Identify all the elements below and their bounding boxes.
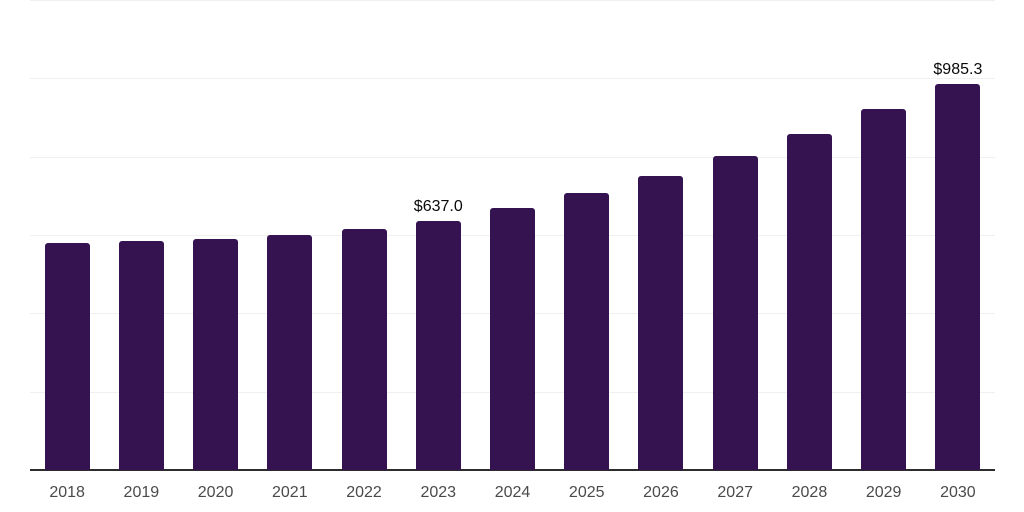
x-axis-line bbox=[30, 469, 995, 471]
x-tick-label-2022: 2022 bbox=[346, 484, 382, 501]
x-tick-label-2029: 2029 bbox=[865, 484, 902, 501]
bar-2019 bbox=[118, 241, 164, 470]
bar-2030 bbox=[935, 84, 981, 470]
bar-2027 bbox=[712, 156, 758, 470]
gridline bbox=[30, 0, 995, 1]
x-tick-label-2020: 2020 bbox=[197, 484, 234, 501]
x-tick-label-2021: 2021 bbox=[272, 484, 308, 501]
bar-2023 bbox=[415, 220, 461, 470]
bar-2021 bbox=[267, 235, 313, 470]
gridline bbox=[30, 156, 995, 158]
x-tick-label-2023: 2023 bbox=[420, 484, 457, 501]
x-tick-label-2028: 2028 bbox=[791, 484, 828, 501]
value-label-2030: $985.3 bbox=[933, 61, 983, 79]
gridline bbox=[30, 78, 995, 80]
x-tick-label-2018: 2018 bbox=[49, 484, 85, 501]
x-tick-label-2026: 2026 bbox=[643, 484, 679, 501]
bar-2024 bbox=[490, 208, 535, 470]
bar-2020 bbox=[193, 239, 239, 470]
bar-2029 bbox=[861, 109, 907, 470]
x-tick-label-2030: 2030 bbox=[940, 484, 976, 501]
x-tick-label-2024: 2024 bbox=[494, 484, 531, 501]
bar-2026 bbox=[638, 176, 684, 470]
bar-2022 bbox=[341, 229, 387, 470]
bar-2025 bbox=[564, 193, 610, 470]
x-tick-label-2019: 2019 bbox=[123, 484, 160, 501]
x-tick-label-2027: 2027 bbox=[717, 484, 753, 501]
bar-2028 bbox=[786, 134, 832, 470]
value-label-2023: $637.0 bbox=[413, 197, 463, 215]
x-tick-label-2025: 2025 bbox=[568, 484, 605, 501]
bar-2018 bbox=[44, 243, 90, 470]
